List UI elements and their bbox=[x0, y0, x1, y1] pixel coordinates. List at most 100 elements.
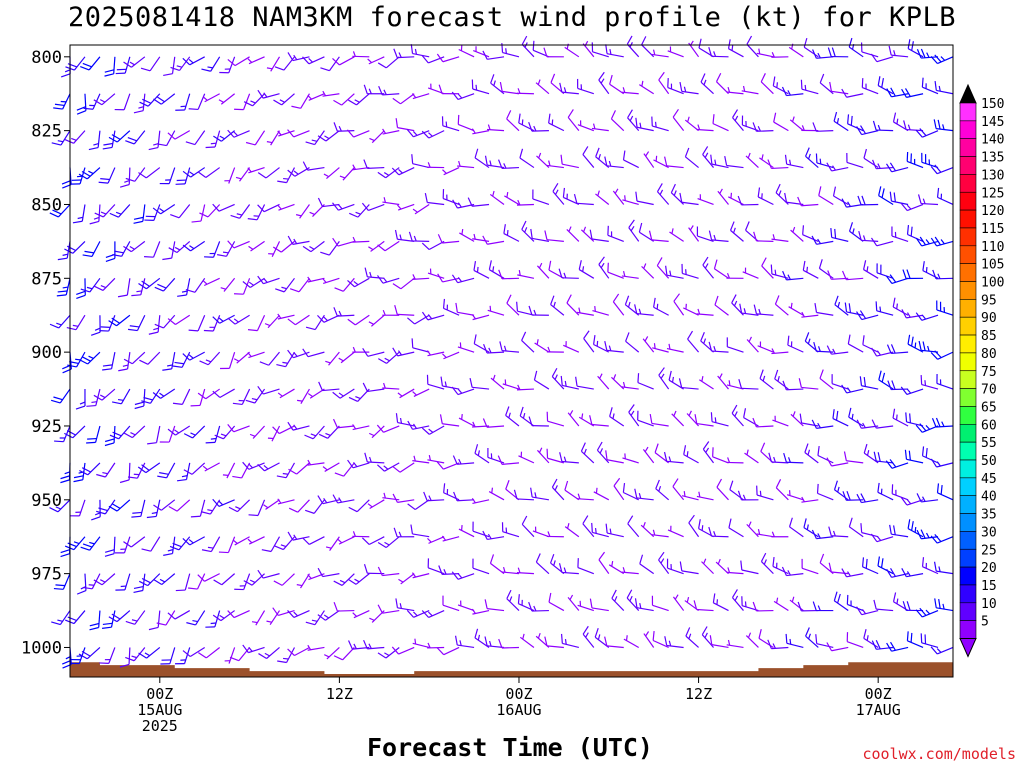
barb-shaft bbox=[861, 385, 879, 390]
barb-feather bbox=[142, 98, 152, 104]
barb-half-feather bbox=[457, 573, 463, 579]
barb-feather bbox=[551, 367, 558, 377]
barb-feather bbox=[904, 449, 908, 460]
barb-shaft bbox=[293, 130, 310, 138]
barb-feather bbox=[188, 587, 198, 590]
barb-shaft bbox=[184, 93, 191, 111]
barb-feather bbox=[109, 434, 119, 440]
wind-barb bbox=[800, 79, 819, 95]
wind-barb bbox=[625, 332, 640, 353]
barb-feather bbox=[139, 359, 149, 365]
barb-half-feather bbox=[428, 495, 432, 501]
barb-half-feather bbox=[674, 594, 679, 600]
barb-shaft bbox=[214, 425, 221, 443]
barb-half-feather bbox=[522, 633, 525, 640]
wind-barb bbox=[811, 419, 834, 429]
barb-half-feather bbox=[94, 512, 101, 516]
wind-barb bbox=[577, 600, 594, 612]
wind-barb bbox=[696, 491, 714, 501]
barb-feather bbox=[831, 47, 836, 57]
barb-feather bbox=[521, 220, 527, 230]
wind-barb bbox=[457, 342, 475, 353]
barb-feather bbox=[80, 65, 90, 71]
wind-barb bbox=[89, 610, 101, 631]
barb-half-feather bbox=[368, 643, 372, 649]
barb-shaft bbox=[113, 536, 116, 554]
barb-half-feather bbox=[877, 124, 881, 131]
barb-feather bbox=[96, 510, 106, 515]
wind-barb bbox=[53, 93, 71, 110]
barb-shaft bbox=[233, 425, 250, 433]
wind-barb bbox=[643, 631, 655, 648]
wind-barb bbox=[870, 533, 894, 543]
barb-half-feather bbox=[461, 414, 463, 420]
barb-feather bbox=[595, 147, 600, 157]
barb-half-feather bbox=[569, 410, 574, 416]
barb-feather bbox=[257, 89, 264, 99]
barb-half-feather bbox=[704, 263, 709, 269]
barb-feather bbox=[64, 432, 74, 439]
barb-feather bbox=[752, 601, 757, 612]
barb-shaft bbox=[846, 460, 864, 464]
wind-barb bbox=[773, 112, 789, 132]
wind-barb bbox=[377, 56, 400, 69]
barb-shaft bbox=[937, 492, 954, 501]
barb-half-feather bbox=[263, 277, 268, 283]
wind-barb bbox=[811, 529, 834, 540]
wind-barb bbox=[658, 367, 670, 390]
barb-feather bbox=[702, 256, 709, 266]
wind-barb bbox=[876, 263, 894, 279]
wind-barb bbox=[140, 56, 161, 72]
barb-feather bbox=[506, 589, 512, 599]
barb-feather bbox=[772, 76, 776, 86]
barb-half-feather bbox=[568, 226, 572, 232]
wind-barb bbox=[598, 71, 610, 95]
barb-shaft bbox=[241, 388, 251, 405]
barb-shaft bbox=[761, 265, 774, 279]
barb-half-feather bbox=[398, 531, 402, 538]
barb-feather bbox=[698, 38, 702, 49]
barb-feather bbox=[740, 560, 743, 571]
wind-barb bbox=[320, 241, 340, 256]
barb-feather bbox=[86, 441, 96, 444]
barb-half-feather bbox=[673, 410, 677, 417]
credit-link[interactable]: coolwx.com/models bbox=[862, 745, 1016, 763]
wind-barb bbox=[559, 452, 579, 464]
barb-shaft bbox=[761, 561, 774, 575]
barb-shaft bbox=[670, 192, 685, 205]
barb-feather bbox=[873, 451, 877, 462]
wind-barb bbox=[471, 498, 490, 505]
barb-feather bbox=[410, 44, 414, 54]
barb-half-feather bbox=[94, 327, 101, 331]
wind-barb bbox=[532, 189, 550, 206]
barb-feather bbox=[712, 593, 716, 603]
wind-barb bbox=[651, 529, 669, 538]
colorbar-swatch bbox=[959, 477, 977, 497]
barb-shaft bbox=[506, 302, 520, 316]
barb-shaft bbox=[937, 351, 954, 360]
barb-feather bbox=[881, 78, 885, 88]
barb-half-feather bbox=[248, 281, 254, 286]
barb-shaft bbox=[757, 196, 774, 206]
barb-half-feather bbox=[220, 433, 227, 437]
barb-shaft bbox=[356, 93, 370, 106]
colorbar-swatch bbox=[959, 102, 977, 122]
barb-half-feather bbox=[896, 303, 898, 310]
barb-half-feather bbox=[925, 532, 930, 539]
wind-barb bbox=[394, 229, 415, 242]
wind-barb bbox=[637, 373, 654, 390]
barb-half-feather bbox=[806, 524, 809, 530]
barb-feather bbox=[860, 493, 866, 503]
barb-feather bbox=[474, 628, 479, 639]
wind-barb bbox=[651, 116, 669, 132]
wind-barb bbox=[93, 93, 116, 106]
barb-shaft bbox=[732, 597, 744, 611]
barb-half-feather bbox=[307, 94, 312, 100]
barb-feather bbox=[930, 352, 939, 360]
barb-feather bbox=[317, 135, 327, 142]
barb-feather bbox=[377, 275, 384, 284]
barb-feather bbox=[701, 626, 708, 636]
colorbar-swatch bbox=[959, 263, 977, 282]
barb-half-feather bbox=[614, 188, 619, 194]
barb-half-feather bbox=[188, 354, 194, 359]
